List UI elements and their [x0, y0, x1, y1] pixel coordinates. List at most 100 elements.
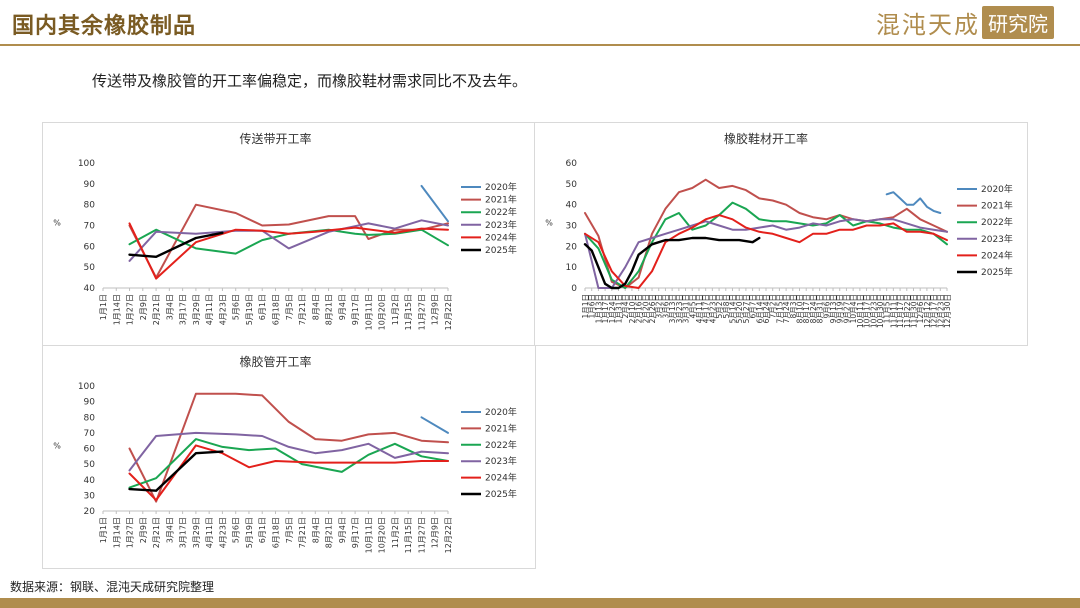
x-tick-label: 3月17日 [179, 294, 188, 325]
x-tick-label: 10月30日 [876, 294, 885, 328]
chart-conveyor-belt: 传送带开工率% 40 50 60 70 80 90 100 1月1日 1月14日 1月27日 2月9日… [53, 131, 517, 330]
y-tick-label: 50 [84, 460, 96, 470]
chart-panel-conveyor-belt: 传送带开工率% 40 50 60 70 80 90 100 1月1日 1月14日 1月27日 2月9日… [42, 122, 536, 346]
y-tick-label: 80 [84, 201, 96, 211]
x-tick-label: 1月17日 [601, 294, 610, 323]
x-tick-label: 2月4日 [621, 294, 630, 319]
legend-label: 2023年 [485, 219, 517, 231]
x-tick-label: 4月23日 [708, 294, 717, 323]
x-tick-label: 7月5日 [285, 294, 294, 320]
x-tick-label: 7月24日 [782, 294, 791, 323]
x-tick-label: 5月2日 [715, 294, 724, 319]
x-tick-label: 2月20日 [641, 294, 650, 323]
x-tick-label: 7月15日 [775, 294, 784, 323]
x-tick-label: 2月16日 [635, 294, 644, 323]
x-tick-label: 6月1日 [258, 517, 267, 543]
x-tick-label: 11月27日 [417, 294, 426, 330]
x-tick-label: 3月23日 [675, 294, 684, 323]
x-tick-label: 5月27日 [742, 294, 751, 323]
footer-bar [0, 598, 1080, 608]
y-tick-label: 100 [78, 159, 95, 169]
series-line-2023 [584, 218, 948, 289]
x-tick-label: 3月4日 [165, 517, 174, 543]
x-tick-label: 1月27日 [126, 294, 135, 325]
y-tick-label: 80 [84, 413, 96, 423]
x-tick-label: 9月17日 [351, 517, 360, 548]
x-tick-label: 5月8日 [722, 294, 731, 319]
x-tick-label: 9月17日 [351, 294, 360, 325]
x-tick-label: 8月17日 [802, 294, 811, 323]
y-tick-label: 90 [84, 398, 96, 408]
x-tick-label: 1月6日 [588, 294, 597, 319]
x-tick-label: 10月11日 [856, 294, 865, 328]
chart-title: 传送带开工率 [239, 131, 311, 146]
x-tick-label: 10月17日 [863, 294, 872, 328]
x-tick-label: 11月2日 [391, 517, 400, 548]
y-tick-label: 40 [84, 476, 96, 486]
x-tick-label: 11月22日 [903, 294, 912, 328]
y-tick-label: 70 [84, 222, 96, 232]
legend-label: 2024年 [981, 249, 1013, 261]
legend-label: 2025年 [485, 244, 517, 256]
series-line-2023 [128, 219, 449, 262]
series-line-2024 [128, 444, 449, 502]
chart-rubber-hose: 橡胶管开工率% 20 30 40 50 60 70 80 90 100 1月1日 1月14日 1月27日… [53, 354, 517, 553]
x-tick-label: 9月27日 [842, 294, 851, 323]
x-tick-label: 2月10日 [628, 294, 637, 323]
legend-label: 2025年 [981, 266, 1013, 278]
x-tick-label: 4月23日 [218, 294, 227, 325]
y-tick-label: 70 [84, 429, 96, 439]
x-tick-label: 1月24日 [608, 294, 617, 323]
x-tick-label: 12月30日 [943, 294, 952, 328]
x-tick-label: 3月4日 [165, 294, 174, 320]
x-tick-label: 1月1日 [99, 517, 108, 543]
x-tick-label: 7月5日 [285, 517, 294, 543]
x-tick-label: 8月3日 [789, 294, 798, 319]
x-tick-label: 10月11日 [364, 517, 373, 553]
legend-label: 2023年 [485, 455, 517, 467]
y-tick-label: 20 [566, 242, 578, 252]
x-tick-label: 12月9日 [431, 517, 440, 548]
y-tick-label: 10 [566, 263, 578, 273]
x-tick-label: 10月4日 [849, 294, 858, 323]
x-tick-label: 1月14日 [112, 517, 121, 548]
header-bar: 国内其余橡胶制品 混沌天成 研究院 [0, 0, 1080, 46]
y-tick-label: 20 [84, 507, 96, 517]
x-tick-label: 8月24日 [809, 294, 818, 323]
x-tick-label: 11月11日 [889, 294, 898, 328]
y-tick-label: 30 [566, 222, 578, 232]
legend-label: 2020年 [485, 181, 517, 193]
series-line-2025 [583, 236, 761, 290]
x-tick-label: 8月31日 [816, 294, 825, 323]
x-tick-label: 8月4日 [311, 517, 320, 543]
y-tick-label: 50 [84, 263, 96, 273]
x-tick-label: 3月17日 [179, 517, 188, 548]
x-tick-label: 12月23日 [936, 294, 945, 328]
y-tick-label: 100 [78, 382, 95, 392]
legend-label: 2024年 [485, 231, 517, 243]
x-tick-label: 3月13日 [668, 294, 677, 323]
y-axis-label: % [53, 442, 61, 451]
y-axis-label: % [53, 219, 61, 228]
x-tick-label: 9月4日 [338, 517, 347, 543]
series-line-2022 [128, 438, 449, 489]
legend-label: 2021年 [981, 200, 1013, 212]
x-tick-label: 11月30日 [909, 294, 918, 328]
legend-label: 2020年 [981, 183, 1013, 195]
y-tick-label: 60 [84, 242, 96, 252]
legend-label: 2023年 [981, 233, 1013, 245]
x-tick-label: 3月6日 [661, 294, 670, 319]
x-tick-label: 7月21日 [298, 294, 307, 325]
x-tick-label: 2月21日 [152, 517, 161, 548]
x-tick-label: 1月13日 [594, 294, 603, 323]
company-logo: 混沌天成 研究院 [876, 5, 1054, 39]
logo-text: 混沌天成 [876, 10, 980, 39]
x-tick-label: 11月27日 [417, 517, 426, 553]
x-tick-label: 5月19日 [245, 294, 254, 325]
legend-label: 2021年 [485, 194, 517, 206]
x-tick-label: 4月11日 [695, 294, 704, 323]
legend-label: 2021年 [485, 422, 517, 434]
y-axis-label: % [545, 219, 553, 228]
x-tick-label: 3月2日 [655, 294, 664, 319]
x-tick-label: 11月17日 [896, 294, 905, 328]
